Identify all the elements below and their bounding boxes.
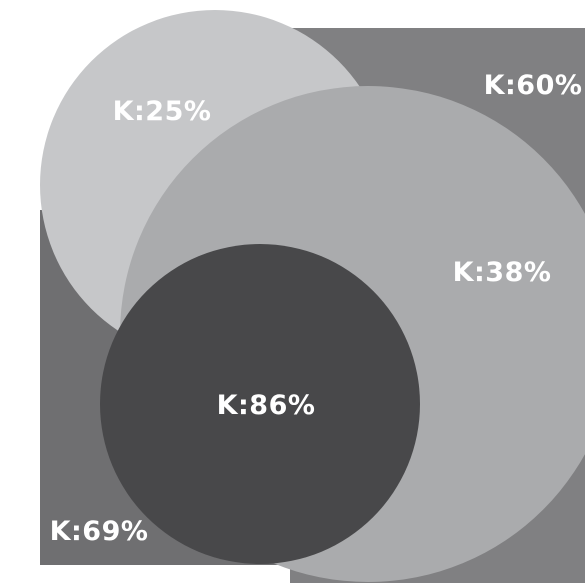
k60-label: K:60%: [484, 70, 583, 101]
k86-circle: [100, 244, 420, 564]
k86-label: K:86%: [217, 390, 316, 421]
k25-label: K:25%: [113, 96, 212, 127]
k69-label: K:69%: [50, 516, 149, 547]
k38-label: K:38%: [453, 257, 552, 288]
